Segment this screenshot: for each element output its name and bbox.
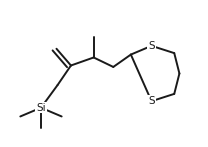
Text: Si: Si <box>36 103 46 113</box>
Text: S: S <box>148 41 155 51</box>
Text: S: S <box>148 96 155 106</box>
